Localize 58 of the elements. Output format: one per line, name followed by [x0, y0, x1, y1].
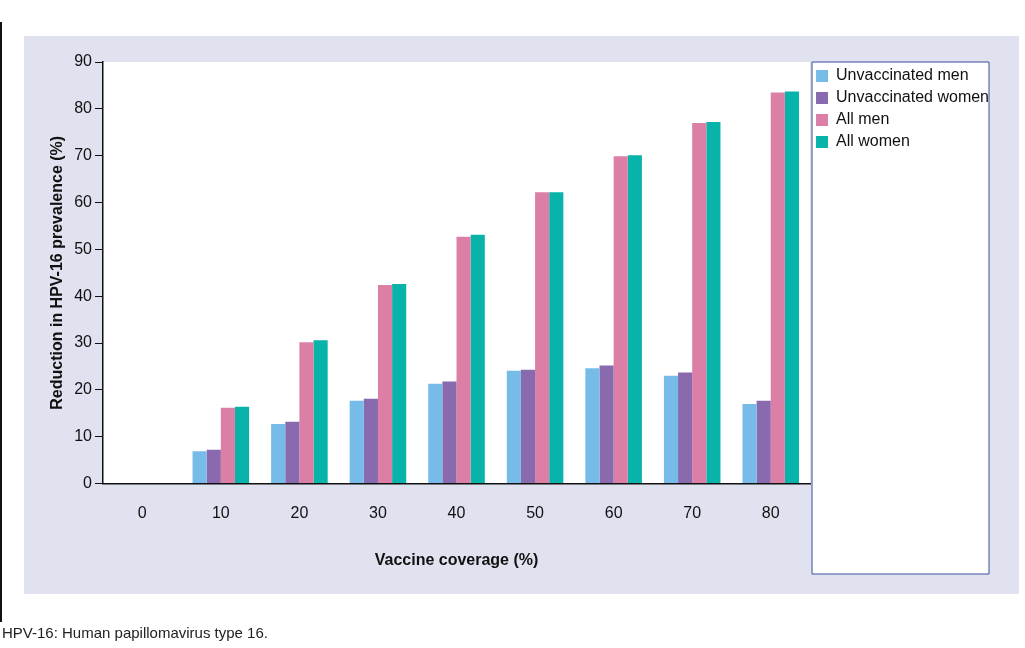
- x-tick-label: 80: [761, 503, 780, 521]
- bar: [663, 375, 679, 484]
- y-tick-label: 10: [74, 427, 93, 445]
- y-tick-label: 90: [74, 52, 93, 70]
- text: HPV-16: Human papillomavirus type 16.: [1, 624, 268, 641]
- bar: [442, 381, 457, 484]
- y-tick-label: 30: [74, 333, 93, 351]
- y-tick-label: 40: [74, 286, 93, 304]
- x-tick-label: 60: [604, 503, 623, 521]
- bar: [506, 370, 521, 484]
- bar: [706, 121, 721, 484]
- bar: [678, 372, 693, 484]
- y-tick-label: 0: [83, 474, 93, 492]
- y-axis-title: Reduction in HPV-16 prevalence (%): [48, 135, 66, 410]
- x-axis-title: Vaccine coverage (%): [374, 550, 539, 568]
- bar: [192, 451, 207, 484]
- bar: [535, 192, 550, 484]
- bar: [392, 284, 407, 484]
- x-tick-label: 0: [137, 503, 147, 521]
- y-tick-label: 80: [74, 99, 93, 117]
- bar: [377, 284, 393, 484]
- bar: [520, 369, 536, 484]
- bar: [470, 234, 485, 484]
- bar: [299, 342, 314, 484]
- bar: [627, 155, 642, 484]
- legend-label: All women: [836, 132, 910, 150]
- x-tick-label: 10: [211, 503, 230, 521]
- x-tick-label: 70: [683, 503, 702, 521]
- bar: [549, 192, 564, 484]
- bar: [206, 449, 221, 484]
- bar: [285, 421, 300, 484]
- bar: [220, 407, 235, 484]
- bar: [756, 400, 771, 484]
- y-tick-label: 70: [74, 146, 93, 164]
- x-tick-label: 50: [526, 503, 545, 521]
- x-tick-label: 30: [369, 503, 387, 521]
- bar: [784, 91, 800, 484]
- y-tick-label: 50: [74, 239, 93, 257]
- bar: [349, 400, 364, 484]
- bar: [742, 403, 757, 484]
- y-tick-label: 20: [74, 380, 93, 398]
- x-tick-label: 20: [290, 503, 309, 521]
- bar: [585, 368, 600, 484]
- bar: [613, 156, 628, 484]
- bar: [428, 383, 443, 484]
- x-tick-label: 40: [447, 503, 466, 521]
- bar: [770, 92, 785, 484]
- legend-label: Unvaccinated men: [836, 66, 969, 84]
- legend-label: Unvaccinated women: [836, 88, 989, 106]
- bar: [456, 236, 471, 484]
- bar: [313, 340, 328, 484]
- bar: [363, 398, 378, 484]
- bar: [271, 424, 286, 484]
- bar: [692, 122, 707, 484]
- y-tick-label: 60: [74, 192, 93, 210]
- legend-label: All men: [836, 110, 890, 128]
- bar: [234, 406, 250, 484]
- bar: [599, 365, 614, 484]
